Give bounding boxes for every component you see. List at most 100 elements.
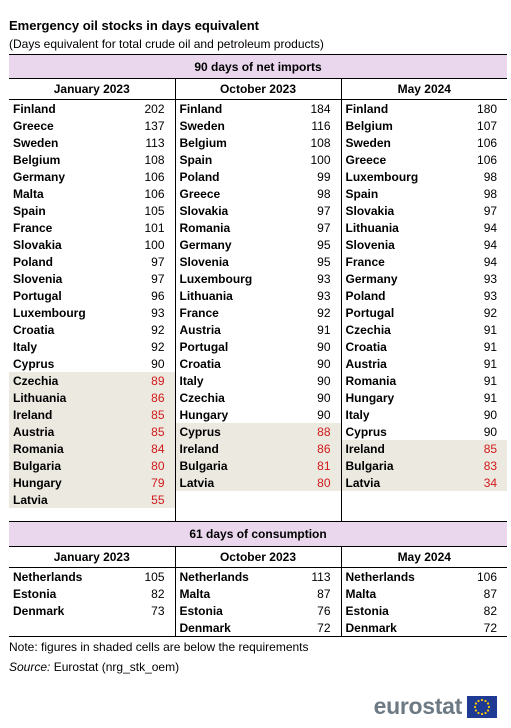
column-header-may-2024: May 2024	[340, 78, 508, 100]
days-value-austria: 85	[119, 423, 175, 440]
table-row: Bulgaria 80 Bulgaria 81 Bulgaria 83	[9, 457, 508, 474]
days-value-belgium: 108	[310, 135, 331, 150]
days-value-croatia: 91	[483, 339, 498, 354]
eu-stars-icon	[473, 698, 491, 715]
eu-star-icon	[486, 701, 490, 705]
days-value-germany: 93	[483, 271, 498, 286]
days-value-estonia: 76	[317, 603, 331, 618]
days-value-spain: 100	[310, 152, 331, 167]
eu-flag-icon	[467, 695, 497, 718]
country-cell-denmark: Denmark	[174, 619, 285, 637]
table-row: Italy 92 Portugal 90 Croatia 91	[9, 338, 507, 355]
country-cell-netherlands: Netherlands	[13, 569, 83, 584]
days-value-denmark: 73	[151, 603, 165, 618]
days-value-czechia: 90	[317, 390, 331, 405]
country-cell-spain: Spain	[340, 185, 451, 202]
table-row: Netherlands 105 Netherlands 113 Netherlands 1…	[9, 567, 507, 585]
country-cell-italy: Italy	[174, 372, 285, 389]
days-value-bulgaria: 80	[119, 457, 175, 474]
eu-star-icon	[477, 711, 480, 714]
country-cell-malta: Malta	[174, 585, 285, 602]
country-cell-latvia: Latvia	[340, 474, 451, 491]
country-cell-romania: Romania	[174, 219, 285, 236]
country-cell-italy: Italy	[340, 406, 451, 423]
days-value-cyprus: 90	[483, 424, 498, 439]
table-row: Lithuania 86 Czechia 90 Hungary 91	[9, 389, 507, 406]
country-cell-denmark: Denmark	[13, 603, 65, 618]
table-row: Austria 85 Cyprus 88 Cyprus 90	[9, 423, 507, 440]
country-cell-portugal: Portugal	[13, 288, 62, 303]
column-header-january-2023: January 2023	[9, 546, 175, 568]
country-cell-denmark: Denmark	[340, 619, 451, 637]
table-row: Slovakia 100 Germany 95 Slovenia 94	[9, 236, 507, 253]
country-cell-netherlands: Netherlands	[340, 567, 451, 585]
table-row: Portugal 96 Lithuania 93 Poland 93	[9, 287, 507, 304]
days-value-luxembourg: 98	[483, 169, 498, 184]
country-cell-latvia: Latvia	[9, 491, 119, 508]
days-value-cyprus: 88	[285, 423, 341, 440]
eu-star-icon	[474, 701, 478, 705]
days-value-malta: 87	[317, 586, 331, 601]
days-value-slovenia: 97	[151, 271, 165, 286]
logo-wordmark: eurostat	[373, 693, 463, 719]
column-header-october-2023: October 2023	[174, 78, 341, 100]
source-text: Eurostat (nrg_stk_oem)	[53, 660, 180, 674]
days-value-slovakia: 97	[317, 203, 331, 218]
section-title: 61 days of consumption	[9, 521, 508, 547]
country-cell-romania: Romania	[340, 372, 451, 389]
source-line: Source: Eurostat (nrg_stk_oem)	[9, 660, 179, 674]
country-cell-lithuania: Lithuania	[9, 389, 119, 406]
country-cell-austria: Austria	[9, 423, 119, 440]
country-cell-cyprus: Cyprus	[13, 356, 55, 371]
days-value-luxembourg: 93	[151, 305, 165, 320]
table-row: Germany 106 Poland 99 Luxembourg 98	[9, 168, 507, 185]
days-value-austria: 91	[317, 322, 331, 337]
days-value-croatia: 92	[151, 322, 165, 337]
empty-cell	[285, 491, 341, 508]
days-value-germany: 95	[317, 237, 331, 252]
country-cell-hungary: Hungary	[340, 389, 451, 406]
country-cell-latvia: Latvia	[174, 474, 285, 491]
country-cell-finland: Finland	[174, 99, 285, 117]
eu-star-icon	[484, 699, 487, 702]
days-value-romania: 91	[483, 373, 498, 388]
eu-star-icon	[480, 698, 484, 701]
days-value-estonia: 82	[483, 603, 498, 618]
column-header-january-2023: January 2023	[9, 78, 175, 100]
days-value-romania: 84	[119, 440, 175, 457]
days-value-hungary: 79	[119, 474, 175, 491]
table-row: Hungary 79 Latvia 80 Latvia 34	[9, 474, 508, 491]
country-cell-slovenia: Slovenia	[340, 236, 451, 253]
days-value-netherlands: 106	[476, 569, 498, 584]
days-value-estonia: 82	[151, 586, 165, 601]
table-row: Ireland 85 Hungary 90 Italy 90	[9, 406, 507, 423]
days-value-latvia: 55	[119, 491, 175, 508]
consumption-table: 61 days of consumption January 2023 Octo…	[9, 521, 508, 637]
days-value-malta: 106	[144, 186, 165, 201]
eu-star-icon	[486, 708, 490, 712]
table-row: Croatia 92 Austria 91 Czechia 91	[9, 321, 507, 338]
country-cell-ireland: Ireland	[340, 440, 451, 457]
country-cell-sweden: Sweden	[174, 117, 285, 134]
country-cell-finland: Finland	[13, 101, 56, 116]
country-cell-bulgaria: Bulgaria	[9, 457, 119, 474]
eu-star-icon	[474, 708, 478, 712]
source-label: Source:	[9, 660, 51, 674]
days-value-slovenia: 95	[317, 254, 331, 269]
country-cell-malta: Malta	[13, 186, 44, 201]
days-value-bulgaria: 83	[451, 457, 508, 474]
days-value-poland: 97	[151, 254, 165, 269]
days-value-italy: 92	[151, 339, 165, 354]
eu-star-icon	[487, 705, 491, 708]
days-value-greece: 98	[317, 186, 331, 201]
country-cell-belgium: Belgium	[13, 152, 61, 167]
days-value-latvia: 80	[285, 474, 341, 491]
country-cell-greece: Greece	[174, 185, 285, 202]
country-cell-lithuania: Lithuania	[340, 219, 451, 236]
country-cell-lithuania: Lithuania	[174, 287, 285, 304]
country-cell-sweden: Sweden	[340, 134, 451, 151]
days-value-sweden: 116	[311, 118, 331, 133]
empty-cell	[119, 619, 175, 637]
table-row: Finland 202 Finland 184 Finland 180	[9, 99, 507, 117]
page-subtitle: (Days equivalent for total crude oil and…	[9, 37, 324, 51]
